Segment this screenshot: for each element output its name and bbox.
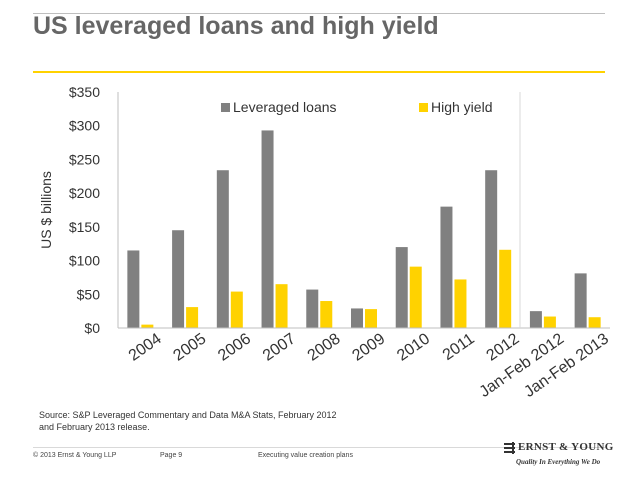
x-tick-label: 2004 (126, 330, 165, 364)
title-rule (33, 71, 605, 73)
logo-name: ERNST & YOUNG (518, 441, 614, 453)
x-tick-label: 2008 (305, 330, 344, 364)
bar-high-yield (543, 316, 556, 328)
y-tick-label: $150 (69, 219, 100, 235)
bar-leveraged-loans (351, 308, 363, 328)
source-line-2: and February 2013 release. (39, 422, 150, 432)
legend-swatch-high-yield (419, 103, 428, 112)
bar-high-yield (186, 307, 199, 328)
bar-leveraged-loans (261, 130, 274, 328)
y-tick-label: $200 (69, 185, 100, 201)
bar-high-yield (275, 284, 288, 328)
bar-leveraged-loans (440, 206, 453, 328)
legend-label-leveraged-loans: Leveraged loans (233, 99, 337, 115)
bar-leveraged-loans (216, 170, 229, 328)
logo-bars-icon (504, 442, 515, 454)
x-tick-label: 2010 (394, 330, 433, 364)
footer-page-number: Page 9 (160, 452, 183, 459)
x-tick-label: 2011 (440, 330, 478, 364)
y-tick-label: $0 (84, 320, 100, 336)
bar-leveraged-loans (485, 170, 498, 328)
bar-leveraged-loans (574, 273, 587, 328)
footer-caption: Executing value creation plans (258, 452, 353, 459)
y-tick-label: $350 (69, 84, 100, 100)
bar-leveraged-loans (306, 289, 319, 328)
bar-high-yield (141, 324, 154, 328)
y-tick-label: $300 (69, 118, 100, 134)
x-tick-label: 2009 (349, 330, 388, 364)
legend-label-high-yield: High yield (431, 99, 492, 115)
y-tick-label: $50 (77, 286, 101, 302)
top-rule (33, 13, 605, 14)
y-axis-label: US $ billions (38, 171, 54, 249)
source-note: Source: S&P Leveraged Commentary and Dat… (39, 409, 359, 433)
bar-high-yield (230, 291, 243, 328)
footer-copyright: © 2013 Ernst & Young LLP (33, 452, 117, 459)
bar-high-yield (499, 249, 512, 328)
bar-leveraged-loans (395, 247, 408, 328)
bar-leveraged-loans (529, 311, 542, 328)
y-tick-label: $250 (69, 151, 100, 167)
bar-high-yield (320, 301, 333, 328)
bar-high-yield (454, 279, 467, 328)
x-tick-label: 2007 (260, 330, 299, 364)
legend-swatch-leveraged-loans (221, 103, 230, 112)
bar-high-yield (409, 266, 422, 328)
footer-rule (33, 447, 605, 448)
logo-tagline: Quality In Everything We Do (516, 458, 601, 466)
bar-leveraged-loans (127, 250, 140, 328)
y-tick-label: $100 (69, 253, 100, 269)
bar-leveraged-loans (172, 230, 185, 328)
slide-title: US leveraged loans and high yield (33, 12, 439, 40)
legend: Leveraged loans High yield (221, 99, 492, 115)
bar-high-yield (365, 309, 377, 328)
bar-high-yield (588, 317, 601, 328)
x-tick-label: 2006 (215, 330, 254, 364)
source-line-1: Source: S&P Leveraged Commentary and Dat… (39, 410, 337, 420)
ernst-young-logo: ERNST & YOUNG Quality In Everything We D… (504, 441, 613, 471)
x-tick-label: 2005 (170, 330, 209, 364)
